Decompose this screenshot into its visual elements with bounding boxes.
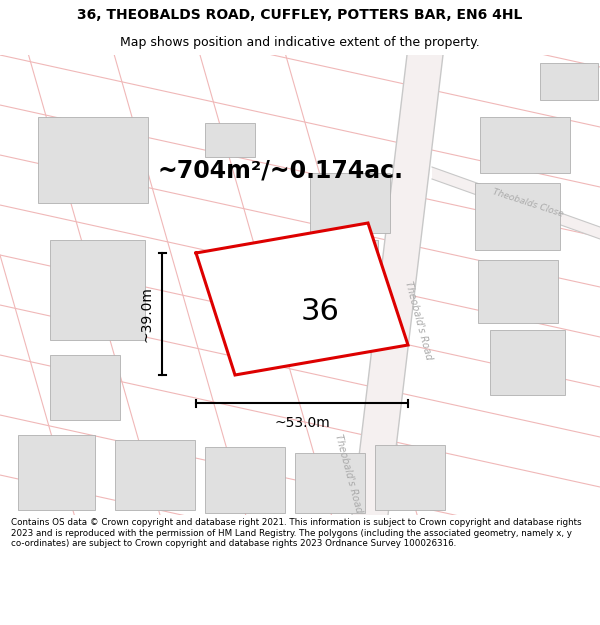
Text: ~39.0m: ~39.0m (139, 286, 153, 342)
Polygon shape (310, 173, 390, 233)
Polygon shape (115, 440, 195, 510)
Text: Theobalds Close: Theobalds Close (491, 188, 565, 219)
Polygon shape (205, 123, 255, 157)
Text: Contains OS data © Crown copyright and database right 2021. This information is : Contains OS data © Crown copyright and d… (11, 518, 581, 548)
Text: Theobald's Road: Theobald's Road (403, 279, 433, 361)
Text: 36: 36 (301, 296, 339, 326)
Polygon shape (490, 330, 565, 395)
Polygon shape (50, 240, 145, 340)
Text: ~53.0m: ~53.0m (274, 416, 330, 430)
Polygon shape (310, 240, 378, 295)
Polygon shape (432, 167, 600, 239)
Polygon shape (50, 355, 120, 420)
Polygon shape (352, 55, 443, 515)
Polygon shape (205, 447, 285, 513)
Polygon shape (480, 117, 570, 173)
Polygon shape (18, 435, 95, 510)
Polygon shape (38, 117, 148, 203)
Text: Theobald's Road: Theobald's Road (332, 432, 364, 514)
Polygon shape (375, 445, 445, 510)
Text: Map shows position and indicative extent of the property.: Map shows position and indicative extent… (120, 36, 480, 49)
Polygon shape (475, 183, 560, 250)
Polygon shape (196, 223, 408, 375)
Polygon shape (540, 63, 598, 100)
Text: ~704m²/~0.174ac.: ~704m²/~0.174ac. (157, 158, 403, 182)
Text: 36, THEOBALDS ROAD, CUFFLEY, POTTERS BAR, EN6 4HL: 36, THEOBALDS ROAD, CUFFLEY, POTTERS BAR… (77, 8, 523, 22)
Polygon shape (478, 260, 558, 323)
Polygon shape (295, 453, 365, 513)
